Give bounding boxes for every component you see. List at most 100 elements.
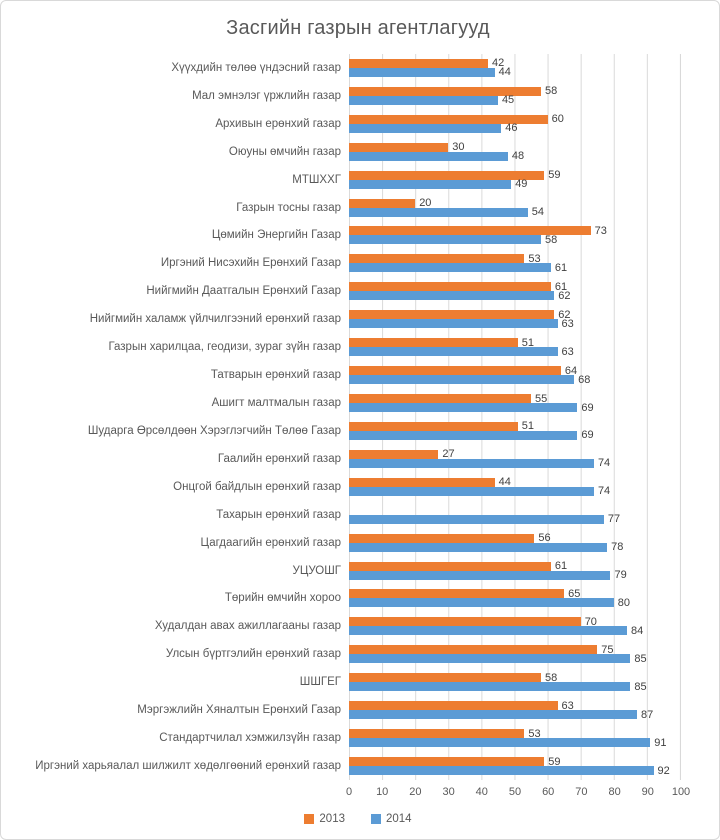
bar-2014[interactable]: 69 bbox=[349, 429, 594, 441]
category-label: Татварын ерөнхий газар bbox=[210, 369, 341, 382]
bar-group: 56 78 bbox=[349, 529, 680, 557]
bar-2013[interactable]: 70 bbox=[349, 616, 597, 628]
bar-2014[interactable]: 74 bbox=[349, 485, 610, 497]
bar-group: 60 46 bbox=[349, 110, 680, 138]
bar-2014[interactable]: 79 bbox=[349, 569, 627, 581]
data-label: 85 bbox=[634, 652, 647, 665]
bar-2014[interactable]: 45 bbox=[349, 94, 514, 106]
bar-2013[interactable]: 51 bbox=[349, 420, 534, 432]
bar-2013[interactable]: 59 bbox=[349, 169, 561, 181]
bar-2013[interactable]: 30 bbox=[349, 141, 465, 153]
data-label: 27 bbox=[442, 448, 455, 461]
data-label: 44 bbox=[498, 66, 511, 79]
bar-2013[interactable]: 73 bbox=[349, 225, 607, 237]
category-labels: Хүүхдийн төлөө үндэсний газар Мал эмнэлэг… bbox=[15, 54, 349, 780]
bar-2014[interactable]: 48 bbox=[349, 150, 524, 162]
bar-2013[interactable]: 44 bbox=[349, 476, 511, 488]
bar-2014[interactable]: 44 bbox=[349, 66, 511, 78]
bar-2014[interactable]: 87 bbox=[349, 709, 653, 721]
category-label: Цөмийн Энергийн Газар bbox=[211, 229, 341, 242]
bar-2014[interactable]: 78 bbox=[349, 541, 623, 553]
bar-2014[interactable]: 77 bbox=[349, 513, 620, 525]
data-label: 58 bbox=[544, 85, 558, 98]
right-spacer bbox=[681, 54, 701, 804]
bar-2013[interactable]: 59 bbox=[349, 756, 561, 768]
bar-group: 44 74 bbox=[349, 473, 680, 501]
bar-2014[interactable]: 58 bbox=[349, 234, 557, 246]
bar-group: 70 84 bbox=[349, 612, 680, 640]
x-tick-label: 60 bbox=[542, 786, 555, 798]
bar-2014[interactable]: 63 bbox=[349, 346, 574, 358]
bar-group: 75 85 bbox=[349, 640, 680, 668]
bar-2014[interactable]: 85 bbox=[349, 653, 647, 665]
bar-2013[interactable]: 27 bbox=[349, 448, 455, 460]
bar-2013[interactable]: 61 bbox=[349, 281, 567, 293]
data-label: 54 bbox=[531, 206, 544, 219]
data-label: 75 bbox=[601, 643, 614, 656]
data-label: 62 bbox=[558, 308, 571, 321]
bar-2013[interactable]: 75 bbox=[349, 644, 614, 656]
bar-2014[interactable]: 46 bbox=[349, 122, 518, 134]
category-label: Нийгмийн Даатгалын Ерөнхий Газар bbox=[146, 285, 341, 298]
data-label: 80 bbox=[617, 596, 631, 609]
category-label: Цагдаагийн ерөнхий газар bbox=[200, 536, 341, 549]
bar-group: 51 69 bbox=[349, 417, 680, 445]
bar-2013[interactable]: 20 bbox=[349, 197, 431, 209]
legend-item-2014[interactable]: 2014 bbox=[371, 813, 412, 825]
data-label: 60 bbox=[551, 113, 564, 126]
bar-2013[interactable]: 63 bbox=[349, 700, 574, 712]
category-label: ШШГЕГ bbox=[299, 676, 341, 689]
bar-2014[interactable]: 85 bbox=[349, 681, 647, 693]
data-label: 42 bbox=[492, 57, 505, 70]
bar-2013[interactable]: 64 bbox=[349, 365, 577, 377]
bar-group: 77 bbox=[349, 501, 680, 529]
bar-2013[interactable]: 58 bbox=[349, 672, 557, 684]
bar-2013[interactable]: 62 bbox=[349, 309, 570, 321]
category-label: УЦУОШГ bbox=[292, 564, 341, 577]
bar-2014[interactable]: 61 bbox=[349, 262, 567, 274]
category-label: Мал эмнэлэг үржлийн газар bbox=[192, 89, 341, 102]
bar-group: 62 63 bbox=[349, 305, 680, 333]
data-label: 91 bbox=[654, 736, 667, 749]
category-label: Онцгой байдлын ерөнхий газар bbox=[173, 480, 341, 493]
data-label: 77 bbox=[607, 513, 621, 526]
data-label: 70 bbox=[584, 615, 597, 628]
bar-2013[interactable]: 42 bbox=[349, 57, 504, 69]
bar-2013[interactable]: 53 bbox=[349, 253, 541, 265]
bar-2014[interactable]: 74 bbox=[349, 457, 610, 469]
bar-2013[interactable]: 55 bbox=[349, 393, 547, 405]
bar-group: 58 85 bbox=[349, 668, 680, 696]
bar-group: 27 74 bbox=[349, 445, 680, 473]
bar-2014[interactable]: 91 bbox=[349, 737, 666, 749]
data-label: 69 bbox=[581, 429, 594, 442]
bar-2014[interactable]: 68 bbox=[349, 374, 590, 386]
bar-2014[interactable]: 54 bbox=[349, 206, 544, 218]
data-label: 53 bbox=[528, 252, 541, 265]
bar-2013[interactable]: 60 bbox=[349, 113, 564, 125]
bar-2014[interactable]: 80 bbox=[349, 597, 630, 609]
bar-2013[interactable]: 61 bbox=[349, 560, 567, 572]
data-label: 84 bbox=[631, 624, 644, 637]
bar-2014[interactable]: 63 bbox=[349, 318, 574, 330]
bar-2013[interactable]: 58 bbox=[349, 85, 557, 97]
bar-2014[interactable]: 49 bbox=[349, 178, 527, 190]
category-label: Иргэний Нисэхийн Ерөнхий Газар bbox=[160, 257, 341, 270]
legend-item-2013[interactable]: 2013 bbox=[304, 813, 345, 825]
data-label: 51 bbox=[521, 420, 535, 433]
bar-2013[interactable]: 56 bbox=[349, 532, 551, 544]
data-label: 45 bbox=[501, 94, 515, 107]
chart-body: Хүүхдийн төлөө үндэсний газар Мал эмнэлэг… bbox=[15, 54, 701, 804]
x-tick-label: 50 bbox=[508, 786, 522, 798]
category-label: Төрийн өмчийн хороо bbox=[224, 592, 341, 605]
bar-2013[interactable]: 65 bbox=[349, 588, 580, 600]
legend-label: 2013 bbox=[319, 812, 345, 825]
bar-2014[interactable]: 84 bbox=[349, 625, 643, 637]
bar-2013[interactable]: 51 bbox=[349, 337, 534, 349]
bar-2014[interactable]: 62 bbox=[349, 290, 570, 302]
x-tick-label: 30 bbox=[442, 786, 455, 798]
bar-2013[interactable]: 53 bbox=[349, 728, 541, 740]
category-label: Гаалийн ерөнхий газар bbox=[217, 452, 341, 465]
bar-2014[interactable]: 92 bbox=[349, 765, 670, 777]
bar-2014[interactable]: 69 bbox=[349, 402, 594, 414]
bar-group: 59 49 bbox=[349, 166, 680, 194]
